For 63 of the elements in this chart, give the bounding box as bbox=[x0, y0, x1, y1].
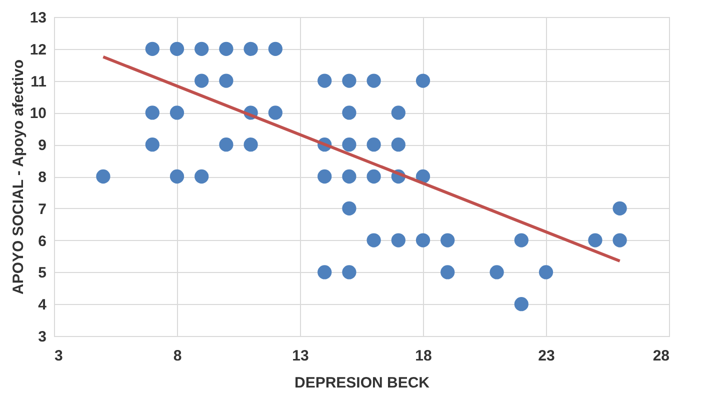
point bbox=[342, 74, 356, 88]
point bbox=[194, 74, 209, 88]
point bbox=[366, 233, 381, 248]
point bbox=[96, 169, 110, 184]
point bbox=[342, 106, 356, 120]
point bbox=[145, 106, 160, 120]
point bbox=[366, 138, 381, 152]
point bbox=[514, 297, 528, 312]
y-tick-label: 3 bbox=[38, 328, 46, 346]
y-tick-label: 4 bbox=[38, 296, 48, 314]
x-tick-label: 13 bbox=[292, 348, 309, 364]
y-tick-label: 11 bbox=[30, 73, 46, 90]
point bbox=[219, 74, 234, 88]
point bbox=[538, 265, 554, 280]
point bbox=[219, 138, 234, 152]
point bbox=[145, 42, 160, 56]
point bbox=[391, 106, 406, 120]
point bbox=[342, 169, 356, 184]
y-tick-label: 5 bbox=[38, 264, 46, 282]
x-axis-title: DEPRESION BECK bbox=[294, 374, 430, 392]
point bbox=[391, 233, 406, 248]
x-tick-label: 23 bbox=[538, 348, 555, 364]
point bbox=[268, 106, 282, 120]
y-tick-label: 9 bbox=[38, 137, 46, 154]
y-tick-label: 7 bbox=[38, 200, 46, 218]
point bbox=[318, 74, 332, 88]
point bbox=[194, 169, 209, 184]
point bbox=[170, 42, 184, 56]
point bbox=[244, 42, 258, 56]
point bbox=[366, 74, 381, 88]
point bbox=[318, 169, 332, 184]
point bbox=[170, 106, 184, 120]
point bbox=[612, 201, 627, 216]
point bbox=[366, 169, 381, 184]
x-tick-label: 3 bbox=[54, 348, 63, 364]
point bbox=[219, 42, 234, 56]
point bbox=[342, 201, 356, 216]
point bbox=[416, 233, 430, 248]
y-tick-label: 8 bbox=[38, 169, 46, 186]
point bbox=[342, 265, 356, 280]
x-tick-label: 28 bbox=[652, 348, 670, 364]
y-tick-label: 10 bbox=[30, 105, 46, 122]
x-tick-label: 18 bbox=[415, 348, 432, 364]
point bbox=[416, 74, 430, 88]
point bbox=[391, 138, 406, 152]
x-tick-label: 8 bbox=[173, 348, 182, 364]
y-tick-label: 12 bbox=[30, 41, 46, 58]
y-tick-label: 13 bbox=[30, 10, 46, 26]
y-tick-label: 6 bbox=[38, 232, 46, 250]
point bbox=[268, 42, 282, 56]
point bbox=[318, 265, 332, 280]
point bbox=[440, 265, 455, 280]
point bbox=[514, 233, 528, 248]
point bbox=[170, 169, 184, 184]
point bbox=[612, 233, 627, 248]
point bbox=[342, 138, 356, 152]
point bbox=[588, 233, 602, 248]
point bbox=[244, 138, 258, 152]
point bbox=[490, 265, 504, 280]
point bbox=[145, 138, 160, 152]
y-axis-title: APOYO SOCIAL - Apoyo afectivo bbox=[10, 59, 27, 295]
point bbox=[440, 233, 455, 248]
point bbox=[194, 42, 209, 56]
